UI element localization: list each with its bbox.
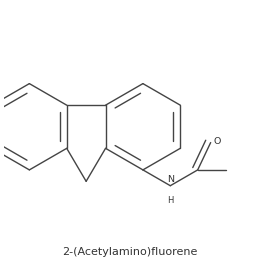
Text: N: N xyxy=(167,174,174,184)
Text: O: O xyxy=(214,137,221,146)
Text: 2-(Acetylamino)fluorene: 2-(Acetylamino)fluorene xyxy=(62,247,198,257)
Text: H: H xyxy=(167,196,174,205)
